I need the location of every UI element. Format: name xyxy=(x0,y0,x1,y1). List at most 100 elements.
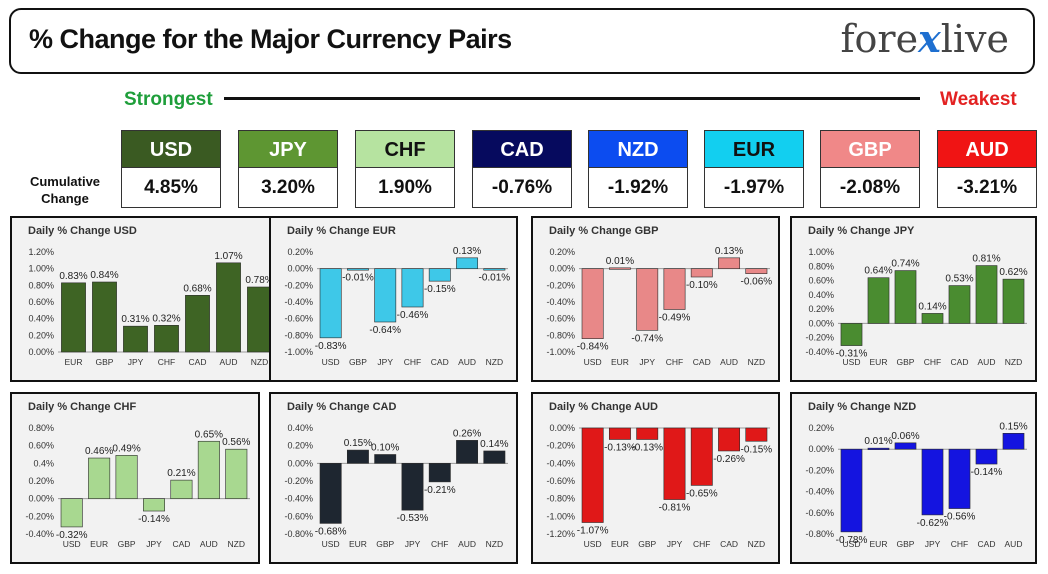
bar-nzd xyxy=(1002,278,1025,324)
category-label: AUD xyxy=(720,357,738,367)
category-label: JPY xyxy=(405,539,421,549)
bar-nzd xyxy=(483,450,506,464)
data-label: 0.15% xyxy=(344,438,372,449)
bar-aud xyxy=(718,257,741,269)
category-label: CHF xyxy=(158,357,175,367)
category-label: GBP xyxy=(349,357,367,367)
data-label: 0.14% xyxy=(480,439,508,450)
data-label: -0.32% xyxy=(56,530,88,541)
bar-jpy xyxy=(143,498,165,512)
category-label: AUD xyxy=(1005,539,1023,549)
category-label: USD xyxy=(584,357,602,367)
category-label: NZD xyxy=(748,357,765,367)
bar-jpy xyxy=(123,325,148,353)
data-label: -0.01% xyxy=(479,273,511,284)
data-label: 0.01% xyxy=(606,256,634,267)
y-tick-label: 0.20% xyxy=(287,441,313,451)
category-label: JPY xyxy=(377,357,393,367)
page-title: % Change for the Major Currency Pairs xyxy=(29,24,512,54)
y-tick-label: -0.80% xyxy=(284,330,313,340)
y-tick-label: 0.00% xyxy=(28,494,54,504)
data-label: -0.68% xyxy=(315,526,347,537)
category-label: CHF xyxy=(924,357,941,367)
category-label: EUR xyxy=(90,539,108,549)
currency-code: EUR xyxy=(704,130,804,168)
y-tick-label: 0.40% xyxy=(287,423,313,433)
bar-eur xyxy=(608,267,631,270)
category-label: NZD xyxy=(228,539,245,549)
y-tick-label: -0.20% xyxy=(805,465,834,475)
category-label: AUD xyxy=(200,539,218,549)
y-tick-label: -0.60% xyxy=(805,508,834,518)
cumulative-change-value: -1.97% xyxy=(704,168,804,208)
data-label: -0.53% xyxy=(397,513,429,524)
y-tick-label: 0.20% xyxy=(28,476,54,486)
forexlive-logo: forexlive xyxy=(840,16,1009,61)
data-label: -0.13% xyxy=(604,442,636,453)
bar-chf xyxy=(154,325,179,353)
data-label: 0.15% xyxy=(999,421,1027,432)
bar-nzd xyxy=(225,448,248,499)
bar-chf xyxy=(401,268,424,308)
category-label: JPY xyxy=(639,357,655,367)
data-label: 0.01% xyxy=(864,436,892,447)
bar-jpy xyxy=(636,268,659,331)
data-label: 0.78% xyxy=(245,275,273,286)
chart-title: Daily % Change NZD xyxy=(808,401,916,413)
category-label: CAD xyxy=(720,539,738,549)
daily-change-chart: Daily % Change USD 0.00% 0.20% 0.40% 0.60% 0.… xyxy=(28,225,275,367)
data-label: -0.65% xyxy=(686,488,718,499)
chart-title: Daily % Change CAD xyxy=(287,401,396,413)
chart-title: Daily % Change EUR xyxy=(287,225,396,237)
bar-chf xyxy=(921,313,944,324)
chart-panel-1: Daily % Change USD 0.00% 0.20% 0.40% 0.60% 0.… xyxy=(10,216,285,382)
category-label: NZD xyxy=(748,539,765,549)
bar-eur xyxy=(88,457,111,499)
currency-box-jpy: JPY 3.20% xyxy=(238,130,338,208)
category-label: EUR xyxy=(611,539,629,549)
cumulative-change-value: 3.20% xyxy=(238,168,338,208)
y-tick-label: 0.20% xyxy=(808,423,834,433)
category-label: CAD xyxy=(189,357,207,367)
data-label: 0.64% xyxy=(864,266,892,277)
chart-panel-6: Daily % Change CAD -0.80% -0.60% -0.40% -0.2… xyxy=(269,392,518,564)
y-tick-label: 0.80% xyxy=(28,423,54,433)
y-tick-label: -0.40% xyxy=(284,297,313,307)
y-tick-label: -0.20% xyxy=(546,441,575,451)
daily-change-chart: Daily % Change NZD -0.80% -0.60% -0.40% -0.2… xyxy=(805,401,1027,549)
category-label: NZD xyxy=(486,357,503,367)
bar-aud xyxy=(197,440,220,499)
y-tick-label: -0.60% xyxy=(546,314,575,324)
bar-cad xyxy=(690,268,713,278)
y-tick-label: -0.60% xyxy=(284,314,313,324)
chart-title: Daily % Change USD xyxy=(28,225,137,237)
bar-usd xyxy=(840,323,863,346)
data-label: 0.06% xyxy=(891,431,919,442)
y-tick-label: -0.20% xyxy=(25,511,54,521)
data-label: -0.26% xyxy=(713,454,745,465)
data-label: 1.07% xyxy=(214,251,242,262)
daily-change-chart: Daily % Change EUR -1.00% -0.80% -0.60% -0.4… xyxy=(284,225,511,367)
bar-gbp xyxy=(374,454,397,464)
y-tick-label: 0.00% xyxy=(28,347,54,357)
category-label: CAD xyxy=(693,357,711,367)
data-label: 0.21% xyxy=(167,468,195,479)
bar-usd xyxy=(581,268,604,339)
data-label: 0.65% xyxy=(195,429,223,440)
data-label: 0.10% xyxy=(371,443,399,454)
y-tick-label: -0.40% xyxy=(284,494,313,504)
category-label: USD xyxy=(843,539,861,549)
category-label: GBP xyxy=(96,357,114,367)
data-label: -1.07% xyxy=(577,526,609,537)
currency-code: USD xyxy=(121,130,221,168)
bar-aud xyxy=(456,440,479,464)
y-tick-label: 0.80% xyxy=(808,261,834,271)
category-label: CAD xyxy=(172,539,190,549)
bar-usd xyxy=(319,463,342,524)
category-label: CHF xyxy=(431,539,448,549)
bar-nzd xyxy=(745,268,768,274)
currency-box-cad: CAD -0.76% xyxy=(472,130,572,208)
bar-eur xyxy=(61,282,86,353)
bar-gbp xyxy=(894,270,917,324)
cumulative-change-value: 1.90% xyxy=(355,168,455,208)
